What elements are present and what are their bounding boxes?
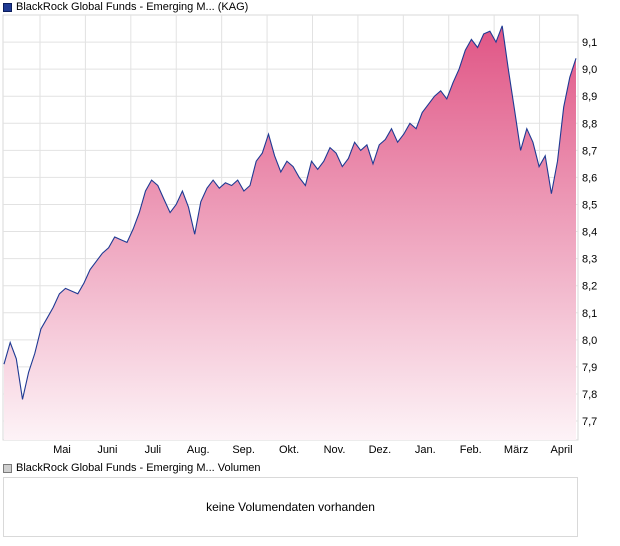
price-line — [3, 25, 577, 400]
y-tick-label: 7,9 — [582, 362, 597, 374]
price-legend-swatch — [3, 2, 12, 12]
y-tick-label: 8,4 — [582, 227, 597, 239]
price-legend-label: BlackRock Global Funds - Emerging M... (… — [16, 1, 249, 13]
y-tick-label: 8,1 — [582, 308, 597, 320]
y-tick-labels: 7,7 7,8 7,9 8,0 8,1 8,2 8,3 8,4 8,5 8,6 8,7 8,8 8,9 9… — [582, 37, 597, 428]
volume-legend-swatch — [3, 463, 12, 473]
volume-legend: BlackRock Global Funds - Emerging M... V… — [3, 461, 261, 475]
volume-legend-label: BlackRock Global Funds - Emerging M... V… — [16, 462, 261, 474]
price-area — [4, 25, 576, 441]
y-tick-label: 8,5 — [582, 199, 597, 211]
x-tick-label: Feb. — [460, 444, 482, 456]
volume-panel: keine Volumendaten vorhanden — [3, 477, 578, 537]
x-tick-label: Jan. — [415, 444, 436, 456]
x-tick-label: Juni — [97, 444, 117, 456]
x-tick-labels: Mai Juni Juli Aug. Sep. Okt. Nov. Dez. Jan. Feb. M… — [53, 444, 572, 456]
y-tick-label: 8,2 — [582, 281, 597, 293]
y-tick-label: 8,0 — [582, 335, 597, 347]
y-tick-label: 8,9 — [582, 91, 597, 103]
price-legend: BlackRock Global Funds - Emerging M... (… — [3, 0, 248, 14]
x-tick-label: Dez. — [369, 444, 392, 456]
price-chart: 7,7 7,8 7,9 8,0 8,1 8,2 8,3 8,4 8,5 8,6 8,7 8,8 8,9 9… — [2, 14, 597, 456]
x-tick-label: Mai — [53, 444, 71, 456]
y-tick-label: 9,0 — [582, 64, 597, 76]
x-tick-label: März — [504, 444, 528, 456]
y-tick-label: 8,6 — [582, 172, 597, 184]
x-tick-label: Aug. — [187, 444, 210, 456]
y-tick-label: 8,3 — [582, 254, 597, 266]
y-tick-label: 8,7 — [582, 145, 597, 157]
x-tick-label: Sep. — [232, 444, 255, 456]
x-tick-label: Nov. — [324, 444, 346, 456]
x-tick-label: Juli — [145, 444, 162, 456]
y-tick-label: 9,1 — [582, 37, 597, 49]
y-tick-label: 8,8 — [582, 118, 597, 130]
volume-empty-message: keine Volumendaten vorhanden — [206, 500, 375, 514]
x-tick-label: Okt. — [279, 444, 299, 456]
y-tick-label: 7,8 — [582, 389, 597, 401]
y-tick-label: 7,7 — [582, 416, 597, 428]
x-tick-label: April — [551, 444, 573, 456]
